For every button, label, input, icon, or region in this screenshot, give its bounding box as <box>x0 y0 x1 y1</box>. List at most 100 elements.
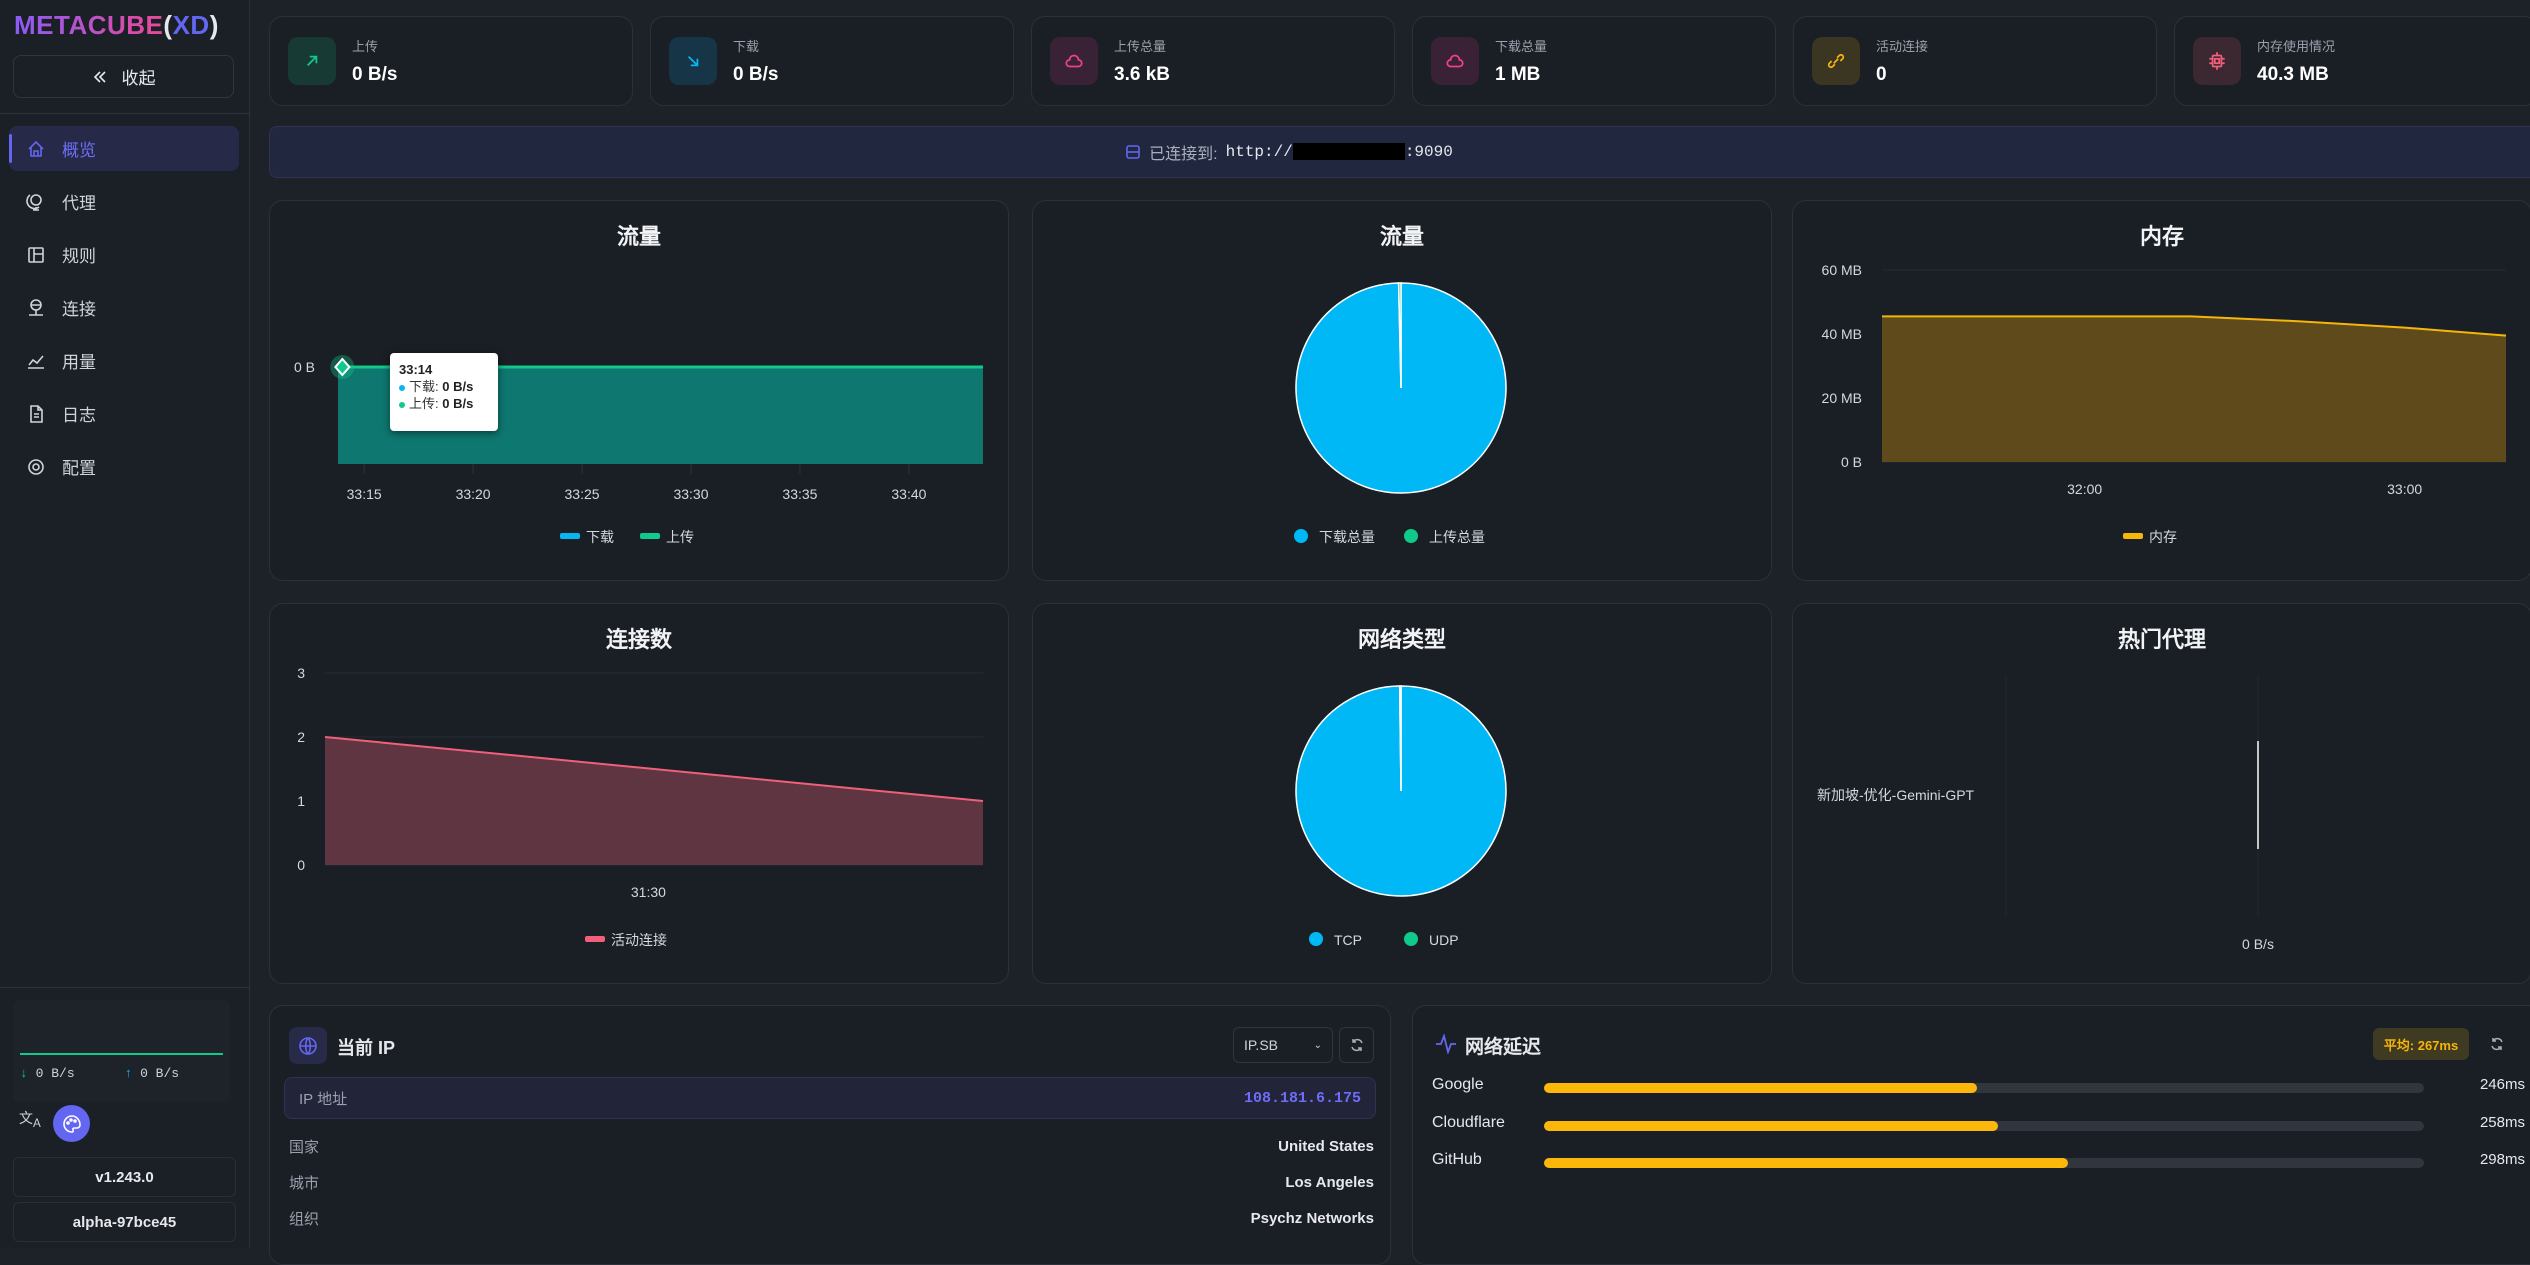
area-fill <box>325 737 983 865</box>
y-tick-label: 60 MB <box>1822 262 1862 278</box>
chart-card-0: 流量 0 B 33:15 33:20 33:25 33:30 33:35 33:40 下载 上传 3… <box>269 200 1009 581</box>
stat-card: 下载总量 1 MB <box>1412 16 1776 106</box>
legend-label: 上传总量 <box>1429 529 1485 545</box>
controller-url: http://:9090 <box>1225 143 1453 161</box>
legend-label: 下载总量 <box>1319 529 1375 545</box>
build-badge: alpha-97bce45 <box>13 1202 236 1242</box>
x-tick-label: 33:20 <box>456 486 491 502</box>
legend-marker <box>2123 533 2143 539</box>
sidebar-item-4[interactable]: 用量 <box>9 338 239 383</box>
sidebar-item-6[interactable]: 配置 <box>9 444 239 489</box>
chart-svg: 0 1 2 3 31:30 活动连接 <box>297 665 984 948</box>
chevrons-left-icon <box>93 70 106 83</box>
rules-icon <box>28 246 44 263</box>
average-latency-badge: 平均: 267ms <box>2373 1028 2469 1060</box>
ip-info-row: 国家 United States <box>289 1138 1374 1156</box>
stat-card: 上传 0 B/s <box>269 16 633 106</box>
x-tick-label: 31:30 <box>631 884 666 900</box>
latency-refresh-icon[interactable] <box>2489 1036 2505 1052</box>
chart-title: 网络类型 <box>1357 627 1446 652</box>
server-icon <box>1126 145 1140 159</box>
y-tick-label: 0 B <box>1841 454 1862 470</box>
ip-info-row: 城市 Los Angeles <box>289 1174 1374 1192</box>
x-tick-label: 33:25 <box>565 486 600 502</box>
refresh-icon <box>1350 1038 1363 1052</box>
chart-card-1: 流量 下载总量 上传总量 <box>1032 200 1772 581</box>
chip-icon <box>2209 52 2225 70</box>
home-icon <box>28 140 44 157</box>
chevron-down-icon: ⌄ <box>1313 1039 1322 1051</box>
y-tick-label: 0 B <box>294 359 315 375</box>
latency-bar-fill <box>1544 1083 1977 1093</box>
latency-bar-fill <box>1544 1158 2069 1168</box>
stat-card: 活动连接 0 <box>1793 16 2157 106</box>
pie-slice <box>1398 685 1402 792</box>
legend-label: 上传 <box>666 529 694 545</box>
chart-svg: 下载总量 上传总量 <box>1294 282 1507 545</box>
legend-marker <box>585 936 605 942</box>
legend-marker <box>560 533 580 539</box>
sidebar-item-1[interactable]: 代理 <box>9 179 239 224</box>
stat-card: 内存使用情况 40.3 MB <box>2174 16 2530 106</box>
x-tick-label: 33:15 <box>347 486 382 502</box>
area-fill <box>1882 316 2506 462</box>
chart-title: 流量 <box>616 224 661 249</box>
gear-icon <box>28 458 44 475</box>
latency-title: 网络延迟 <box>1465 1037 1542 1058</box>
chart-svg: 新加坡-优化-Gemini-GPT 0 B/s <box>1817 675 2274 952</box>
chart-title: 连接数 <box>605 627 672 652</box>
arrow-up-right-icon <box>306 55 318 67</box>
stat-value: 1 MB <box>1495 64 1541 85</box>
ip-address-row: IP 地址 108.181.6.175 <box>284 1077 1376 1119</box>
y-tick-label: 1 <box>297 793 305 809</box>
mini-download: 0 B/s <box>35 1066 75 1081</box>
sidebar-item-3[interactable]: 连接 <box>9 285 239 330</box>
legend-label: 内存 <box>2149 529 2177 545</box>
y-tick-label: 40 MB <box>1822 326 1862 342</box>
latency-bar-fill <box>1544 1120 1999 1131</box>
chart-title: 热门代理 <box>2117 627 2206 652</box>
mini-upload: 0 B/s <box>140 1066 180 1081</box>
y-tick-label: 2 <box>297 729 305 745</box>
sidebar-item-5[interactable]: 日志 <box>9 391 239 436</box>
legend-marker <box>1404 529 1418 543</box>
chart-svg: TCP UDP <box>1295 685 1507 948</box>
ip-title: 当前 IP <box>337 1038 396 1058</box>
current-ip-card: 当前 IP IP.SB ⌄ IP 地址 108.181.6.175 国家 Unite… <box>269 1005 1391 1265</box>
sidebar-item-0[interactable]: 概览 <box>9 126 239 171</box>
palette-icon <box>62 1114 81 1133</box>
ip-info-row: 组织 Psychz Networks <box>289 1210 1374 1228</box>
ip-provider-select[interactable]: IP.SB ⌄ <box>1233 1027 1333 1063</box>
mini-traffic-chart: ↓ 0 B/s ↑ 0 B/s <box>13 1000 230 1102</box>
y-tick-label: 20 MB <box>1822 390 1862 406</box>
theme-button[interactable] <box>53 1105 90 1142</box>
activity-icon <box>1436 1034 1456 1054</box>
latency-target: GitHub <box>1432 1151 1482 1168</box>
stat-value: 0 B/s <box>352 64 398 85</box>
latency-bar-track <box>1544 1158 2424 1168</box>
link-icon <box>1827 54 1845 68</box>
language-icon[interactable]: 文A <box>19 1110 41 1130</box>
stat-value: 40.3 MB <box>2257 64 2329 85</box>
ip-refresh-button[interactable] <box>1339 1027 1374 1063</box>
chart-card-3: 连接数 0 1 2 3 31:30 活动连接 <box>269 603 1009 984</box>
latency-bar-track <box>1544 1083 2424 1093</box>
latency-value: 298ms <box>2479 1151 2525 1168</box>
connection-banner: 已连接到: http://:9090 <box>269 126 2530 178</box>
latency-value: 258ms <box>2479 1113 2525 1131</box>
x-tick-label: 0 B/s <box>2242 936 2274 952</box>
arrow-down-right-icon <box>687 55 699 67</box>
x-tick-label: 33:35 <box>782 486 817 502</box>
chart-svg: 0 B 33:15 33:20 33:25 33:30 33:35 33:40 下载 上传 <box>294 355 983 545</box>
category-label: 新加坡-优化-Gemini-GPT <box>1817 787 1975 803</box>
series-line <box>324 736 984 802</box>
collapse-button[interactable]: 收起 <box>13 55 234 98</box>
latency-card: 网络延迟 平均: 267ms Google 246ms Cloudflare 25… <box>1412 1005 2530 1265</box>
x-tick-label: 33:40 <box>891 486 926 502</box>
sidebar-item-2[interactable]: 规则 <box>9 232 239 277</box>
legend-label: 下载 <box>586 529 614 545</box>
latency-bar-track <box>1544 1120 2424 1131</box>
cloud-icon <box>1065 54 1083 68</box>
legend-marker <box>1309 932 1323 946</box>
legend-label: TCP <box>1334 932 1362 948</box>
